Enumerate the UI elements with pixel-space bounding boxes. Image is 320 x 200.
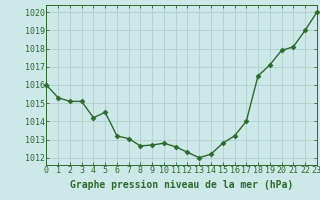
X-axis label: Graphe pression niveau de la mer (hPa): Graphe pression niveau de la mer (hPa) — [70, 180, 293, 190]
